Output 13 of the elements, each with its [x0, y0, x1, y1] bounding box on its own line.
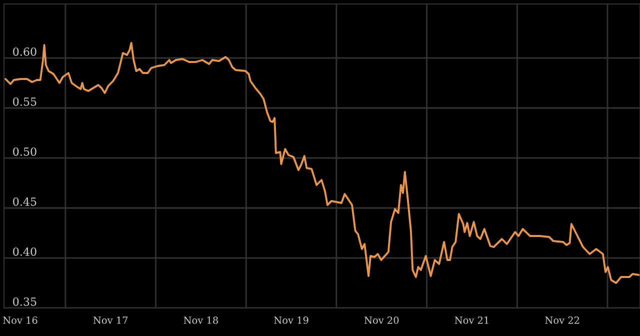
x-tick-label: Nov 20 [364, 316, 399, 324]
y-tick-label: 0.55 [13, 97, 36, 106]
x-tick-label: Nov 22 [545, 316, 580, 324]
y-tick-label: 0.40 [13, 247, 36, 256]
x-tick-label: Nov 16 [3, 316, 38, 324]
x-tick-label: Nov 19 [274, 316, 308, 324]
x-tick-label: Nov 18 [184, 316, 218, 324]
y-tick-label: 0.50 [13, 147, 36, 156]
y-tick-label: 0.60 [13, 47, 36, 56]
x-tick-label: Nov 21 [454, 316, 488, 324]
y-tick-label: 0.45 [13, 197, 36, 206]
y-tick-label: 0.35 [13, 297, 36, 306]
x-tick-label: Nov 17 [93, 316, 128, 324]
